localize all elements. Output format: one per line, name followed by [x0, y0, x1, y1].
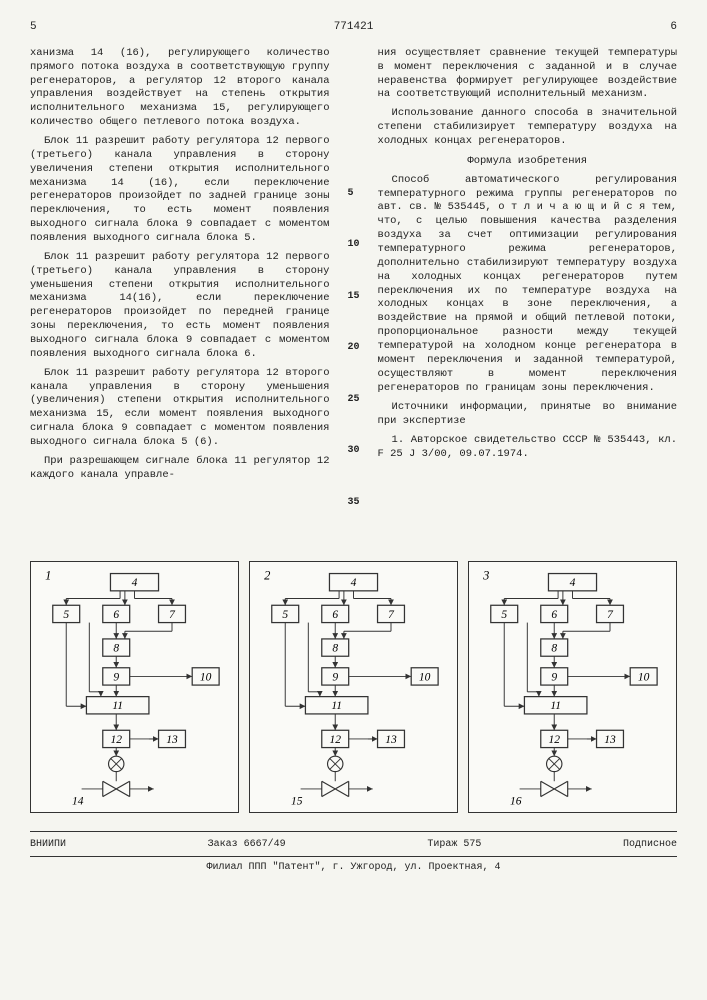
svg-text:10: 10 [419, 672, 431, 684]
svg-text:7: 7 [169, 609, 176, 621]
svg-text:1: 1 [45, 569, 51, 583]
svg-text:11: 11 [331, 700, 342, 712]
para: ния осуществляет сравнение текущей темпе… [378, 47, 678, 102]
svg-text:5: 5 [501, 609, 507, 621]
ln: 10 [348, 238, 360, 252]
line-numbers: 5 10 15 20 25 30 35 [348, 47, 360, 550]
svg-text:8: 8 [551, 643, 557, 655]
svg-text:6: 6 [332, 609, 338, 621]
para: ханизма 14 (16), регулирующего количеств… [30, 47, 330, 130]
svg-text:12: 12 [548, 734, 560, 746]
para: Способ автоматического регулирования тем… [378, 174, 678, 396]
page-header: 5 771421 6 [30, 20, 677, 35]
diagrams-row: 14567891011121314 24567891011121315 3456… [30, 561, 677, 813]
svg-text:14: 14 [72, 796, 84, 808]
footer: ВНИИПИ Заказ 6667/49 Тираж 575 Подписное… [30, 831, 677, 874]
para: Блок 11 разрешит работу регулятора 12 вт… [30, 367, 330, 450]
svg-text:7: 7 [607, 609, 614, 621]
left-column: ханизма 14 (16), регулирующего количеств… [30, 47, 330, 550]
diagram-3: 3 4 5 6 7 8 9 10 11 12 13 16 [468, 561, 677, 813]
svg-text:11: 11 [112, 700, 123, 712]
ln: 5 [348, 187, 360, 201]
diagram-panel: 14567891011121314 [30, 561, 239, 813]
sources-title: Источники информации, принятые во вниман… [378, 401, 678, 429]
svg-text:8: 8 [113, 643, 119, 655]
svg-text:3: 3 [482, 569, 489, 583]
footer-sign: Подписное [623, 838, 677, 852]
svg-text:10: 10 [638, 672, 650, 684]
diagram-1: 14567891011121314 [30, 561, 239, 813]
svg-text:5: 5 [63, 609, 69, 621]
svg-text:9: 9 [551, 672, 557, 684]
footer-tiraj: Тираж 575 [427, 838, 481, 852]
svg-text:6: 6 [113, 609, 119, 621]
svg-text:12: 12 [110, 734, 122, 746]
diagram-panel: 3 4 5 6 7 8 9 10 11 12 13 16 [468, 561, 677, 813]
page-right: 6 [670, 20, 677, 35]
ln: 20 [348, 341, 360, 355]
svg-text:9: 9 [332, 672, 338, 684]
ln: 35 [348, 496, 360, 510]
svg-text:2: 2 [264, 569, 270, 583]
para: Блок 11 разрешит работу регулятора 12 пе… [30, 251, 330, 362]
svg-text:11: 11 [550, 700, 561, 712]
svg-text:4: 4 [570, 577, 576, 589]
page-left: 5 [30, 20, 37, 35]
formula-title: Формула изобретения [378, 155, 678, 169]
svg-text:13: 13 [166, 734, 178, 746]
svg-text:13: 13 [385, 734, 397, 746]
ln: 25 [348, 393, 360, 407]
svg-text:13: 13 [604, 734, 616, 746]
right-column: ния осуществляет сравнение текущей темпе… [378, 47, 678, 550]
text-columns: ханизма 14 (16), регулирующего количеств… [30, 47, 677, 550]
svg-text:4: 4 [132, 577, 138, 589]
footer-address: Филиал ППП "Патент", г. Ужгород, ул. Про… [30, 861, 677, 875]
para: 1. Авторское свидетельство СССР № 535443… [378, 434, 678, 462]
svg-text:9: 9 [113, 672, 119, 684]
ln: 15 [348, 290, 360, 304]
svg-text:15: 15 [291, 796, 303, 808]
footer-order: Заказ 6667/49 [208, 838, 286, 852]
para: Использование данного способа в значител… [378, 107, 678, 149]
svg-text:7: 7 [388, 609, 395, 621]
footer-org: ВНИИПИ [30, 838, 66, 852]
svg-text:5: 5 [282, 609, 288, 621]
diagram-2: 2 4 5 6 7 8 9 10 11 12 13 15 [249, 561, 458, 813]
svg-text:10: 10 [200, 672, 212, 684]
flowchart-svg: 2 4 5 6 7 8 9 10 11 12 13 15 [250, 562, 457, 812]
flowchart-svg: 3 4 5 6 7 8 9 10 11 12 13 16 [469, 562, 676, 812]
para: При разрешающем сигнале блока 11 регулят… [30, 455, 330, 483]
svg-text:16: 16 [510, 796, 522, 808]
svg-text:8: 8 [332, 643, 338, 655]
svg-text:12: 12 [329, 734, 341, 746]
para: Блок 11 разрешит работу регулятора 12 пе… [30, 135, 330, 246]
diagram-panel: 2 4 5 6 7 8 9 10 11 12 13 15 [249, 561, 458, 813]
svg-text:6: 6 [551, 609, 557, 621]
svg-text:4: 4 [351, 577, 357, 589]
doc-number: 771421 [334, 20, 374, 35]
flowchart-svg: 14567891011121314 [31, 562, 238, 812]
ln: 30 [348, 444, 360, 458]
